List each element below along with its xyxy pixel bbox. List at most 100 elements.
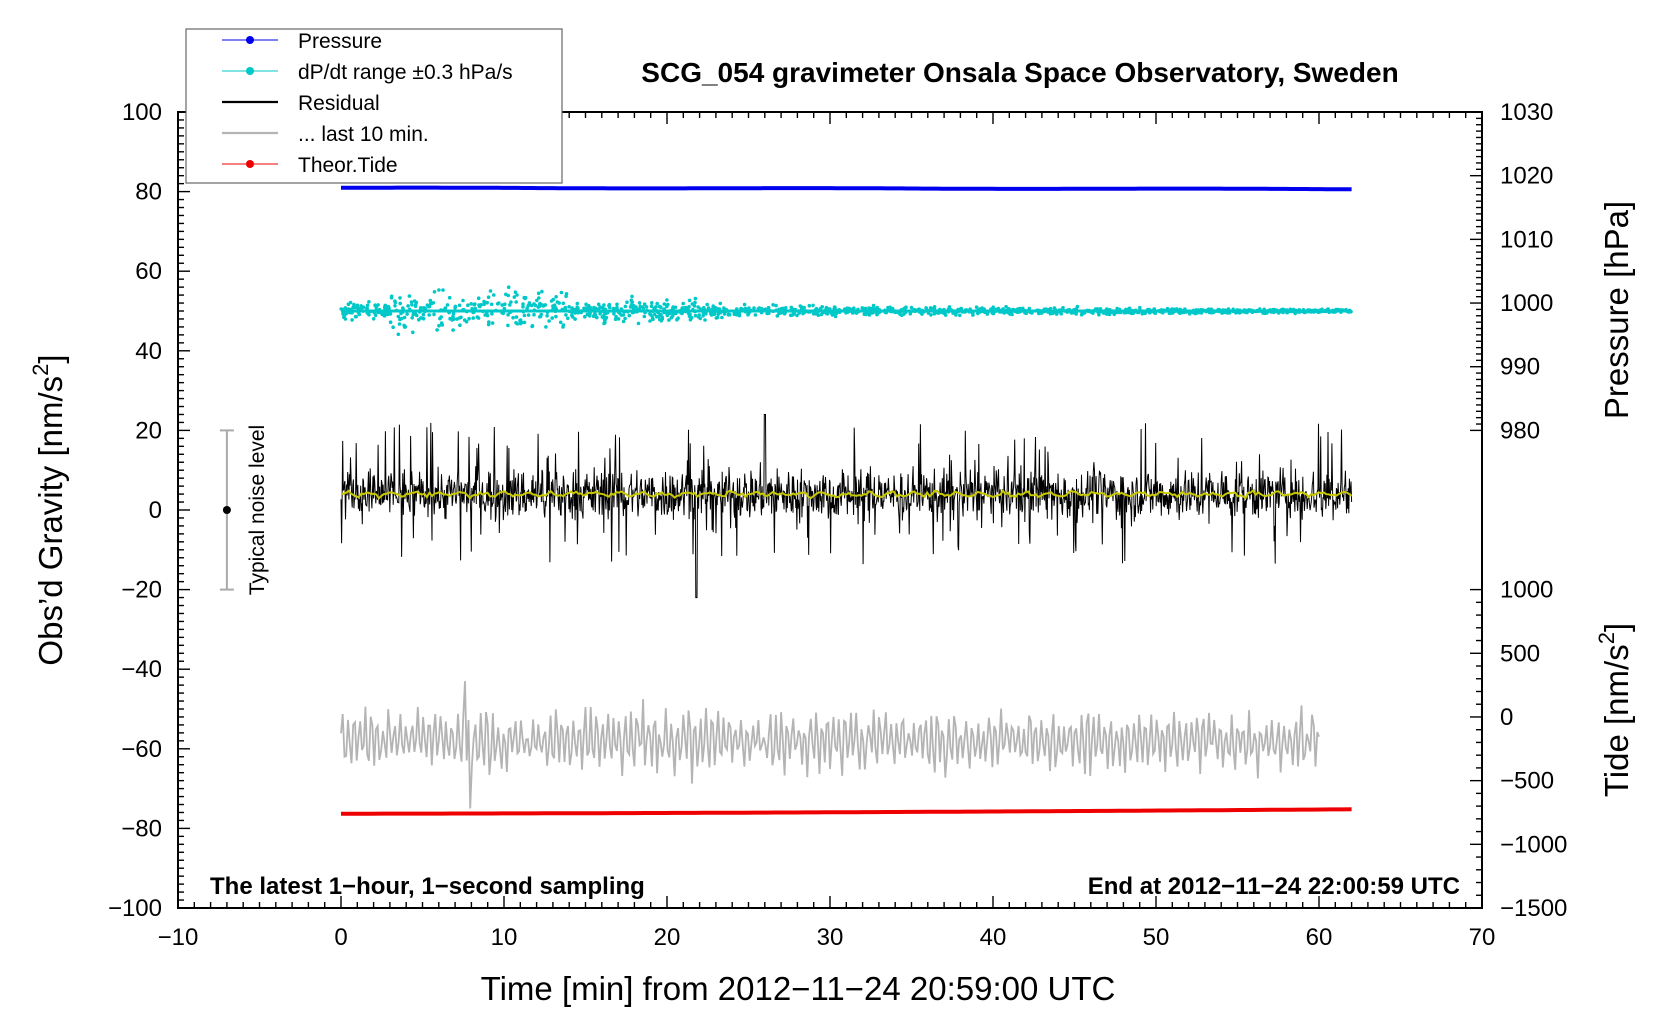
dpdt-point <box>473 306 478 311</box>
dpdt-point <box>1006 310 1010 315</box>
y-axis-title: Obs’d Gravity [nm/s2] <box>28 354 69 665</box>
dpdt-point <box>441 288 445 292</box>
dpdt-point <box>766 305 771 310</box>
dpdt-point <box>832 312 836 316</box>
dpdt-point <box>656 314 661 319</box>
dpdt-point <box>874 310 879 315</box>
dpdt-point <box>514 300 518 304</box>
dpdt-point <box>818 306 823 311</box>
dpdt-point <box>981 309 985 313</box>
dpdt-point <box>522 320 527 325</box>
dpdt-point <box>1289 308 1294 313</box>
dpdt-point <box>1265 311 1269 315</box>
dpdt-point <box>1257 309 1262 313</box>
dpdt-point <box>492 293 496 297</box>
dpdt-point <box>974 305 979 310</box>
dpdt-point <box>1184 310 1189 314</box>
dpdt-point <box>705 302 709 307</box>
dpdt-point <box>396 314 401 319</box>
dpdt-point <box>616 317 621 321</box>
dpdt-point <box>654 305 658 309</box>
dpdt-point <box>665 298 669 302</box>
dpdt-point <box>612 308 616 313</box>
dpdt-point <box>526 303 530 308</box>
legend-label-dpdt: dP/dt range ±0.3 hPa/s <box>298 61 513 84</box>
dpdt-point <box>713 305 717 310</box>
dpdt-point <box>665 304 669 309</box>
dpdt-point <box>929 313 933 317</box>
dpdt-point <box>608 305 612 310</box>
dpdt-point <box>591 314 596 318</box>
dpdt-point <box>583 314 587 319</box>
dpdt-point <box>469 309 474 313</box>
dpdt-point <box>575 301 580 306</box>
dpdt-point <box>532 312 536 317</box>
x-axis-title: Time [min] from 2012−11−24 20:59:00 UTC <box>481 970 1116 1007</box>
dpdt-point <box>445 303 450 307</box>
x-tick-label: 70 <box>1469 924 1496 951</box>
dpdt-point <box>696 305 700 309</box>
dpdt-point <box>645 308 649 313</box>
dpdt-point <box>1126 307 1131 311</box>
dpdt-point <box>512 295 517 299</box>
dpdt-point <box>612 312 616 316</box>
dpdt-point <box>532 308 537 313</box>
dpdt-point <box>720 315 724 320</box>
dpdt-point <box>1303 310 1307 314</box>
dpdt-point <box>411 330 415 335</box>
dpdt-point <box>600 315 605 319</box>
dpdt-point <box>563 305 568 310</box>
dpdt-point <box>352 302 356 307</box>
dpdt-point <box>1069 311 1074 315</box>
dpdt-point <box>1108 309 1113 314</box>
dpdt-point <box>457 316 462 320</box>
dpdt-point <box>631 305 635 310</box>
dpdt-point <box>978 307 982 311</box>
x-tick-label: 60 <box>1306 924 1333 951</box>
dpdt-point <box>935 311 940 315</box>
dpdt-point <box>1201 308 1206 312</box>
dpdt-point <box>495 302 500 306</box>
dpdt-point <box>421 316 426 321</box>
pressure-tick-label: 1010 <box>1500 226 1553 253</box>
dpdt-point <box>437 288 441 292</box>
dpdt-point <box>545 310 550 315</box>
dpdt-point <box>552 303 557 308</box>
dpdt-point <box>777 311 781 316</box>
dpdt-point <box>471 316 476 320</box>
dpdt-point <box>607 302 612 307</box>
dpdt-point <box>1220 311 1224 315</box>
dpdt-point <box>515 322 520 326</box>
dpdt-point <box>1237 311 1242 315</box>
dpdt-point <box>986 310 990 315</box>
dpdt-point <box>1286 309 1291 314</box>
dpdt-point <box>756 308 760 313</box>
tide-axis-ticks: 1000 500 0 −500 −1000 −1500 <box>1470 577 1567 922</box>
dpdt-point <box>412 299 417 303</box>
dpdt-point <box>413 302 418 307</box>
dpdt-point <box>1193 311 1198 316</box>
dpdt-point <box>701 314 705 318</box>
last-10-min-line <box>340 681 1320 809</box>
dpdt-point <box>601 306 605 310</box>
legend-marker-dot <box>246 160 254 168</box>
dpdt-point <box>1111 309 1115 313</box>
x-tick-label: 20 <box>654 924 681 951</box>
noise-level-bar <box>219 429 234 591</box>
dpdt-point <box>1163 309 1168 313</box>
dpdt-point <box>1105 312 1109 316</box>
dpdt-point <box>604 315 609 320</box>
dpdt-point <box>432 312 436 317</box>
dpdt-point <box>1281 307 1285 312</box>
dpdt-point <box>407 307 412 312</box>
dpdt-point <box>598 311 602 316</box>
y-tick-label: 0 <box>149 497 162 524</box>
dpdt-point <box>1065 309 1070 314</box>
dpdt-point <box>561 323 566 327</box>
dpdt-point <box>626 309 630 314</box>
dpdt-point <box>692 304 697 308</box>
dpdt-point <box>1027 306 1032 311</box>
dpdt-point <box>657 317 662 322</box>
dpdt-point <box>1207 310 1212 315</box>
